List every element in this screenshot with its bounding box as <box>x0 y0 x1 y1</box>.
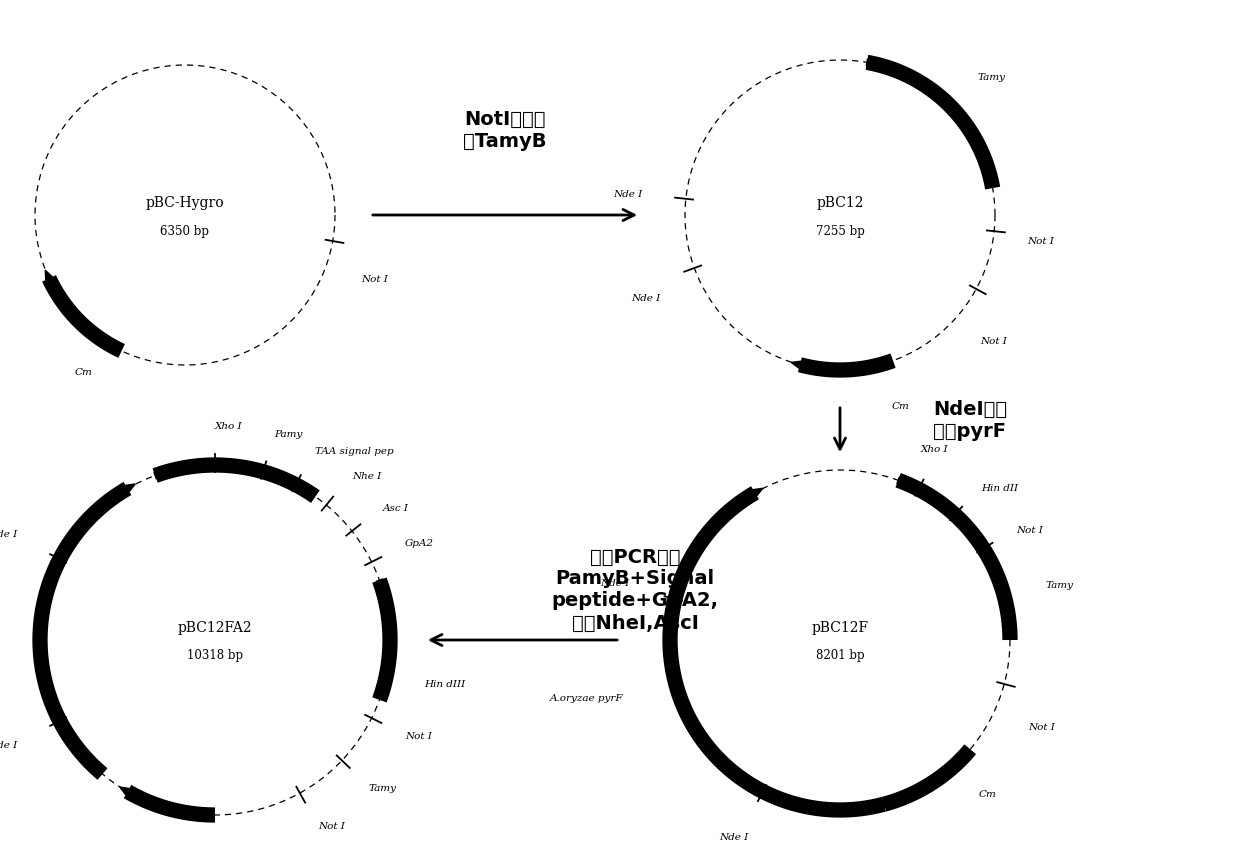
Text: 8201 bp: 8201 bp <box>815 650 865 662</box>
Text: Tamy: Tamy <box>368 784 396 793</box>
Polygon shape <box>866 59 876 66</box>
Text: Nhe I: Nhe I <box>352 472 382 481</box>
Text: Tamy: Tamy <box>1046 580 1073 590</box>
Text: PamyB+Signal: PamyB+Signal <box>555 570 715 589</box>
Text: peptide+GpA2,: peptide+GpA2, <box>551 591 719 610</box>
Polygon shape <box>154 472 164 479</box>
Text: A.oryzae pyrF: A.oryzae pyrF <box>550 693 623 703</box>
Text: Not I: Not I <box>980 337 1007 346</box>
Text: Nde I: Nde I <box>719 833 748 842</box>
Polygon shape <box>120 787 129 794</box>
Text: 插入pyrF: 插入pyrF <box>933 422 1006 440</box>
Text: NdeI单切: NdeI单切 <box>933 399 1007 418</box>
Text: NotI单切插: NotI单切插 <box>465 110 545 129</box>
Polygon shape <box>125 484 135 492</box>
Text: 10318 bp: 10318 bp <box>187 650 243 662</box>
Text: GpA2: GpA2 <box>405 538 434 548</box>
Text: 7255 bp: 7255 bp <box>815 225 865 237</box>
Text: pBC12F: pBC12F <box>812 621 869 635</box>
Text: Nde I: Nde I <box>631 294 660 303</box>
Polygon shape <box>753 488 763 496</box>
Text: Not I: Not I <box>405 733 432 741</box>
Text: 引入NheI,AscI: 引入NheI,AscI <box>571 614 699 632</box>
Text: pBC12: pBC12 <box>817 196 864 210</box>
Text: Cm: Cm <box>979 789 996 799</box>
Text: Not I: Not I <box>318 822 346 831</box>
Polygon shape <box>792 362 800 369</box>
Text: Nde I: Nde I <box>601 579 629 588</box>
Text: Xho I: Xho I <box>921 445 949 453</box>
Text: Cm: Cm <box>74 368 93 377</box>
Text: 6350 bp: 6350 bp <box>161 225 209 237</box>
Polygon shape <box>387 640 394 649</box>
Polygon shape <box>897 476 907 483</box>
Text: TAA signal pep: TAA signal pep <box>315 447 394 456</box>
Polygon shape <box>46 270 52 280</box>
Text: 入TamyB: 入TamyB <box>463 131 546 151</box>
Text: Pamy: Pamy <box>274 430 302 440</box>
Text: Nde I: Nde I <box>0 530 17 539</box>
Text: Not I: Not I <box>1028 723 1054 732</box>
Text: Tamy: Tamy <box>978 74 1005 82</box>
Polygon shape <box>377 579 383 589</box>
Text: Not I: Not I <box>1027 237 1054 246</box>
Text: Hin dIII: Hin dIII <box>424 680 465 689</box>
Text: pBC-Hygro: pBC-Hygro <box>146 196 224 210</box>
Text: 融合PCR得到: 融合PCR得到 <box>590 548 680 566</box>
Text: Hin dII: Hin dII <box>981 484 1018 493</box>
Text: Asc I: Asc I <box>383 504 409 513</box>
Text: Nde I: Nde I <box>613 189 643 199</box>
Text: Nde I: Nde I <box>0 740 17 750</box>
Text: Cm: Cm <box>891 402 909 411</box>
Polygon shape <box>875 800 885 807</box>
Text: Not I: Not I <box>1016 525 1043 535</box>
Text: Not I: Not I <box>362 274 388 284</box>
Text: Xho I: Xho I <box>216 422 243 431</box>
Text: pBC12FA2: pBC12FA2 <box>177 621 253 635</box>
